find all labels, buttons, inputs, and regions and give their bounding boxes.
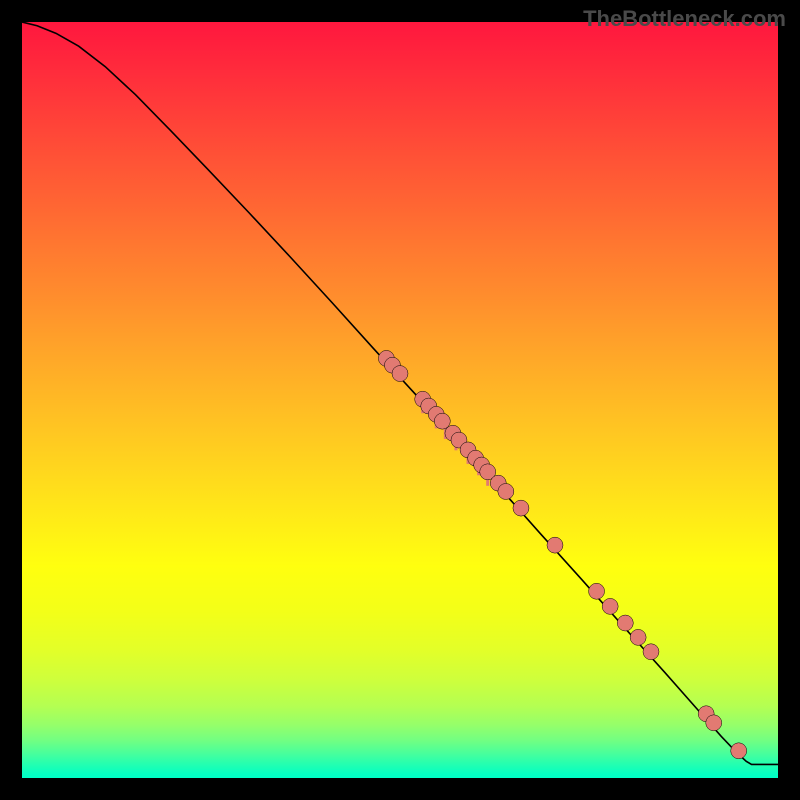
scatter-marker	[617, 615, 633, 631]
scatter-marker	[589, 583, 605, 599]
curve-layer	[22, 22, 778, 778]
scatter-marker	[706, 715, 722, 731]
scatter-marker	[392, 366, 408, 382]
watermark-text: TheBottleneck.com	[583, 6, 786, 32]
scatter-marker	[498, 483, 514, 499]
curve-line	[22, 22, 778, 764]
scatter-marker	[731, 743, 747, 759]
scatter-markers	[378, 350, 746, 758]
scatter-marker	[643, 644, 659, 660]
scatter-marker	[630, 629, 646, 645]
chart-root: TheBottleneck.com	[0, 0, 800, 800]
plot-area	[22, 22, 778, 778]
scatter-marker	[602, 598, 618, 614]
scatter-marker	[513, 500, 529, 516]
scatter-marker	[547, 537, 563, 553]
